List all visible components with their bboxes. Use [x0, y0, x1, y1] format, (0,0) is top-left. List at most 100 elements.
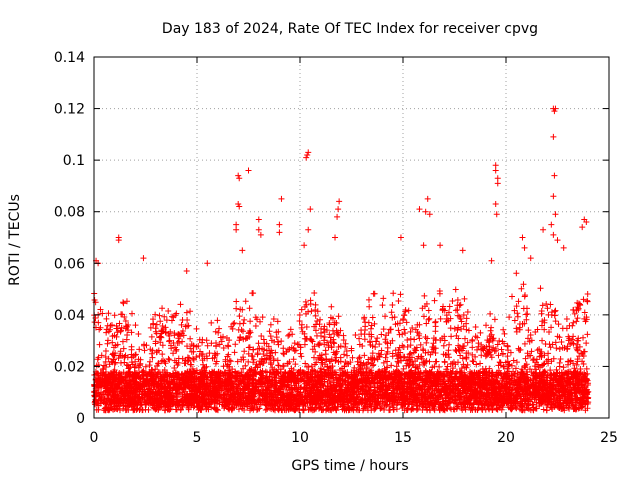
data-point: [404, 343, 411, 350]
data-point: [147, 346, 154, 353]
data-point: [380, 326, 387, 333]
data-point: [473, 361, 480, 368]
data-point: [257, 368, 264, 375]
data-point: [337, 354, 344, 361]
data-point: [383, 332, 390, 339]
data-point: [187, 335, 194, 342]
data-point: [483, 322, 490, 329]
data-point: [501, 330, 508, 337]
data-point: [527, 331, 534, 338]
data-point: [327, 358, 334, 365]
data-point: [117, 328, 124, 335]
data-point: [157, 333, 164, 340]
data-point: [163, 388, 170, 395]
data-point: [226, 337, 233, 344]
data-point: [370, 290, 377, 297]
data-point: [317, 401, 324, 408]
data-point: [409, 325, 416, 331]
data-point: [245, 358, 252, 365]
data-point: [298, 376, 305, 383]
data-point: [413, 344, 420, 351]
data-point: [573, 361, 580, 368]
data-point: [465, 350, 472, 357]
data-point: [389, 302, 396, 309]
data-point: [445, 347, 452, 354]
data-point: [449, 298, 456, 305]
data-point: [456, 347, 463, 354]
data-point: [324, 339, 331, 346]
data-point: [506, 314, 513, 321]
data-point: [337, 372, 344, 379]
data-point: [532, 329, 539, 336]
data-point: [580, 334, 587, 341]
data-point: [518, 285, 525, 292]
data-point: [255, 340, 262, 347]
data-point: [361, 352, 368, 359]
data-point: [394, 358, 401, 365]
data-point: [292, 361, 299, 368]
data-point: [177, 406, 184, 413]
data-point: [417, 341, 424, 348]
data-point: [147, 358, 154, 365]
data-point: [240, 365, 247, 372]
data-point: [149, 354, 156, 361]
data-point: [294, 341, 301, 348]
data-point: [500, 326, 507, 333]
data-point: [100, 399, 107, 406]
data-point: [552, 307, 559, 314]
data-point: [542, 340, 549, 347]
data-point: [128, 329, 135, 336]
data-point: [123, 298, 130, 305]
data-point: [396, 344, 403, 351]
data-point: [267, 354, 274, 361]
data-point: [231, 319, 238, 326]
data-point: [260, 336, 267, 343]
data-point: [446, 341, 453, 348]
data-point: [233, 305, 240, 312]
data-point: [494, 341, 501, 348]
data-point: [312, 306, 319, 313]
data-point: [426, 358, 433, 365]
data-point: [399, 331, 406, 338]
data-point: [545, 350, 552, 357]
data-point: [500, 363, 507, 370]
data-point: [280, 345, 287, 352]
data-point: [521, 340, 528, 347]
data-point: [369, 350, 376, 357]
data-point: [229, 325, 236, 332]
data-point: [270, 316, 277, 323]
data-point: [91, 319, 98, 326]
data-point: [574, 341, 581, 348]
data-point: [203, 363, 210, 370]
data-point: [378, 331, 385, 338]
data-point: [509, 293, 516, 300]
data-point: [166, 332, 173, 339]
data-point: [444, 405, 451, 412]
data-point: [419, 305, 426, 312]
data-point: [187, 345, 194, 352]
data-point: [469, 344, 476, 351]
data-point: [395, 298, 402, 305]
data-point: [487, 402, 494, 409]
data-point: [335, 329, 342, 336]
data-point: [414, 376, 421, 383]
data-point: [451, 406, 458, 413]
data-point: [502, 390, 509, 397]
data-point: [522, 355, 529, 362]
data-point: [475, 340, 482, 347]
data-point: [437, 315, 444, 322]
data-point: [407, 350, 414, 357]
data-point: [152, 325, 159, 332]
data-point: [407, 335, 414, 342]
data-point: [490, 335, 497, 342]
data-point: [283, 348, 290, 355]
data-point: [309, 399, 316, 406]
data-point: [465, 327, 472, 334]
data-point: [193, 353, 200, 360]
data-point: [321, 323, 328, 330]
data-point: [242, 362, 249, 369]
data-points: [91, 105, 592, 414]
data-point: [312, 327, 319, 334]
data-point: [327, 334, 334, 341]
